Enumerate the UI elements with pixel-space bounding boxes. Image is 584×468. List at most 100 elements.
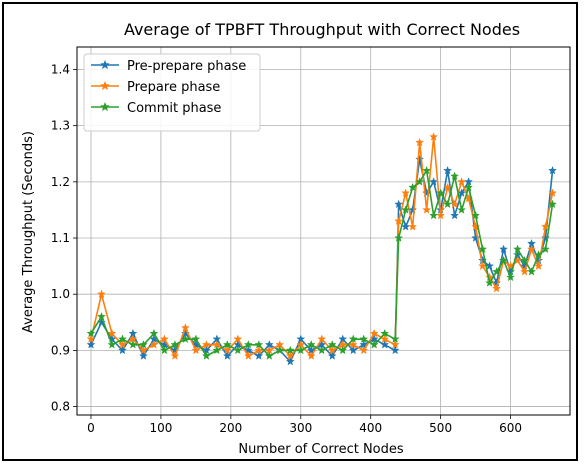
x-tick-label: 600 <box>499 421 522 435</box>
data-point <box>443 182 453 192</box>
series-3 <box>86 165 557 360</box>
legend-star-icon <box>100 80 110 91</box>
data-point <box>471 233 481 242</box>
data-point <box>390 340 400 349</box>
data-point <box>107 340 117 349</box>
x-tick-label: 500 <box>429 421 452 435</box>
data-point <box>327 340 337 349</box>
data-point <box>107 328 117 338</box>
data-point <box>170 351 180 360</box>
chart-svg: Average of TPBFT Throughput with Correct… <box>21 20 571 457</box>
data-point <box>408 182 418 192</box>
data-point <box>233 334 243 343</box>
data-point <box>306 351 316 360</box>
data-point <box>513 244 523 254</box>
data-point <box>478 244 488 254</box>
chart-title: Average of TPBFT Throughput with Correct… <box>124 20 520 39</box>
data-point <box>149 340 159 349</box>
data-point <box>541 222 551 231</box>
data-point <box>243 340 253 349</box>
data-point <box>191 334 201 343</box>
data-point <box>117 340 127 349</box>
data-point <box>243 351 253 360</box>
x-tick-label: 0 <box>87 421 95 435</box>
data-point <box>443 165 453 175</box>
data-point <box>390 334 400 343</box>
data-point <box>317 334 327 343</box>
data-point <box>285 356 295 366</box>
data-point <box>212 345 222 355</box>
data-point <box>222 345 232 355</box>
axes: 0 100 200 300 400 500 600 0.8 0.9 1.0 1.1 1.2 1.3 1.4 <box>51 46 571 435</box>
data-point <box>492 283 502 293</box>
data-point <box>429 132 439 141</box>
data-point <box>327 351 337 360</box>
series-2 <box>86 132 557 360</box>
data-point <box>408 222 418 231</box>
y-tick-label: 1.1 <box>51 231 70 245</box>
data-point <box>254 345 264 355</box>
data-point <box>401 188 411 197</box>
data-point <box>96 289 106 299</box>
data-point <box>394 216 404 225</box>
data-point <box>541 233 551 242</box>
data-point <box>527 267 537 276</box>
data-point <box>296 345 306 355</box>
legend-star-icon <box>100 59 110 70</box>
data-point <box>149 328 159 338</box>
grid <box>77 47 570 415</box>
legend-label: Commit phase <box>127 101 221 116</box>
data-point <box>159 345 169 355</box>
legend-label: Pre-prepare phase <box>127 59 246 74</box>
data-point <box>485 278 495 287</box>
data-point <box>222 351 232 360</box>
data-point <box>285 345 295 355</box>
data-point <box>254 351 264 360</box>
data-point <box>275 345 285 355</box>
data-point <box>492 267 502 276</box>
series-1 <box>86 154 557 366</box>
y-axis-label: Average Throughput (Seconds) <box>21 131 36 333</box>
legend: Pre-prepare phase Prepare phase Commit pha… <box>83 53 261 132</box>
x-tick-label: 100 <box>149 421 172 435</box>
data-point <box>327 345 337 355</box>
data-point <box>436 188 446 197</box>
data-point <box>415 154 425 164</box>
data-point <box>317 345 327 355</box>
data-point <box>471 210 481 220</box>
data-point <box>306 340 316 349</box>
data-point <box>86 334 96 343</box>
data-point <box>170 340 180 349</box>
data-point <box>429 177 439 186</box>
data-point <box>159 334 169 343</box>
y-tick-label: 0.9 <box>51 343 70 357</box>
data-point <box>506 272 516 282</box>
data-point <box>117 334 127 343</box>
data-point <box>348 340 358 349</box>
data-point <box>348 334 358 343</box>
data-point <box>128 340 138 349</box>
data-point <box>96 311 106 321</box>
data-point <box>254 340 264 349</box>
data-point <box>380 328 390 338</box>
legend-box <box>83 53 261 132</box>
data-point <box>422 165 432 175</box>
data-point <box>359 345 369 355</box>
data-point <box>138 345 148 355</box>
data-point <box>359 334 369 343</box>
y-tick-label: 1.3 <box>51 119 70 133</box>
data-point <box>429 210 439 220</box>
data-point <box>548 199 557 209</box>
data-point <box>138 340 148 349</box>
data-point <box>191 345 201 355</box>
data-point <box>457 177 467 186</box>
data-point <box>541 244 551 254</box>
data-point <box>369 328 379 338</box>
x-tick-label: 300 <box>289 421 312 435</box>
data-point <box>499 255 509 265</box>
data-point <box>415 137 425 147</box>
data-point <box>222 340 232 349</box>
data-point <box>390 345 400 355</box>
data-point <box>450 171 460 181</box>
y-tick-label: 1.4 <box>51 62 70 76</box>
